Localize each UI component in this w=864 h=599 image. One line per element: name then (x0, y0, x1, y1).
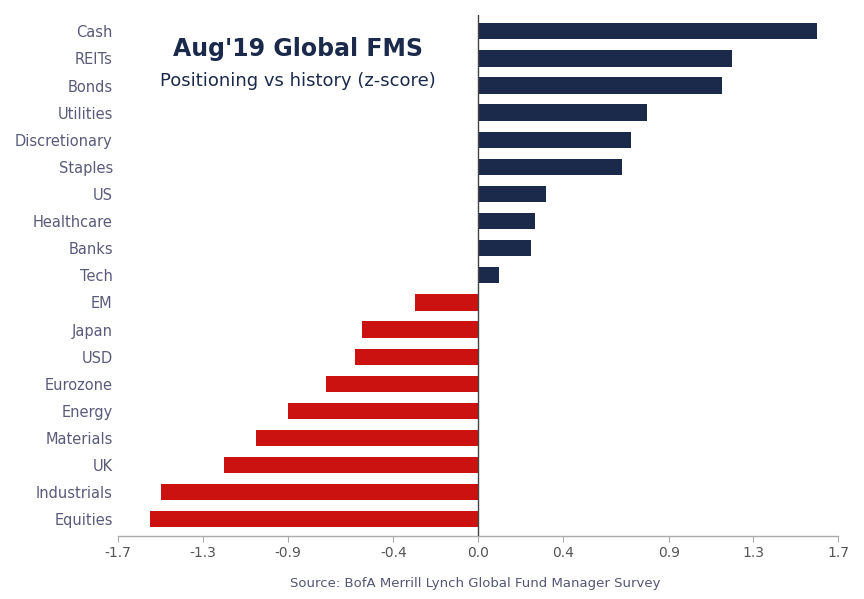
Bar (150, 511, 478, 528)
Bar (478, 240, 531, 256)
Bar (478, 267, 499, 283)
Bar (478, 132, 631, 148)
Bar (288, 403, 478, 419)
Text: Source: BofA Merrill Lynch Global Fund Manager Survey: Source: BofA Merrill Lynch Global Fund M… (290, 577, 660, 590)
Bar (161, 484, 478, 500)
Bar (362, 322, 478, 338)
Bar (326, 376, 478, 392)
Bar (478, 77, 721, 93)
Text: Aug'19 Global FMS: Aug'19 Global FMS (173, 37, 423, 60)
Bar (478, 213, 536, 229)
Bar (256, 430, 478, 446)
Bar (478, 159, 622, 175)
Bar (478, 50, 732, 66)
Bar (355, 349, 478, 365)
Bar (478, 23, 816, 40)
Bar (415, 294, 478, 310)
Text: Positioning vs history (z-score): Positioning vs history (z-score) (161, 72, 436, 90)
Bar (224, 457, 478, 473)
Bar (478, 186, 546, 202)
Bar (478, 104, 647, 121)
